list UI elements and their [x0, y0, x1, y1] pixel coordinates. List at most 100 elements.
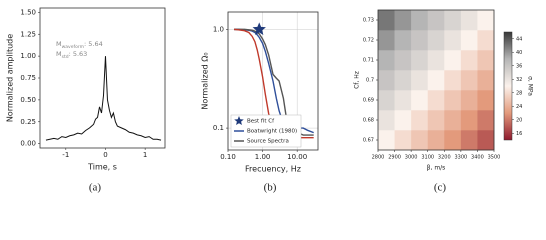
heat-cell — [427, 70, 445, 91]
heat-cell — [427, 30, 445, 51]
heat-cell — [411, 10, 429, 31]
colorbar-tick-label: 20 — [516, 117, 522, 123]
x-tick-label: 2800 — [372, 155, 385, 161]
heat-cell — [411, 130, 429, 151]
annotation-value: : 5.64 — [84, 40, 103, 48]
y-axis-label: Normalized Ω₀ — [201, 52, 210, 109]
heat-cell — [411, 70, 429, 91]
legend-label: Boatwright (1980) — [247, 129, 297, 135]
annotation-value: : 5.63 — [69, 50, 88, 58]
heat-cell — [460, 10, 478, 31]
x-tick-label: 3200 — [438, 155, 451, 161]
heat-cell — [378, 30, 395, 51]
y-tick-label: 0.25 — [20, 118, 36, 126]
heat-cell — [394, 110, 412, 131]
x-tick-label: 2900 — [388, 155, 401, 161]
heat-cell — [411, 110, 429, 131]
heat-cell — [477, 90, 495, 111]
caption: (b) — [264, 182, 277, 194]
y-tick-label: 0.72 — [363, 38, 374, 44]
y-tick-label: 0.68 — [363, 118, 374, 124]
y-tick-label: 0.50 — [20, 96, 36, 104]
heat-cell — [444, 10, 462, 31]
heat-cell — [477, 70, 495, 91]
colorbar-tick-label: 40 — [516, 50, 522, 56]
heat-cell — [427, 10, 445, 31]
heat-cell — [394, 30, 412, 51]
y-tick-label: 0.73 — [363, 18, 374, 24]
heat-cell — [477, 110, 495, 131]
heat-cell — [427, 130, 445, 151]
x-axis-label: Time, s — [87, 163, 117, 172]
heat-cell — [444, 90, 462, 111]
heat-cell — [411, 50, 429, 71]
heat-cell — [378, 90, 395, 111]
annotation: Mwaveform: 5.64 — [56, 40, 103, 50]
legend-label: Best fit Cf — [247, 119, 275, 125]
legend-star — [234, 116, 244, 126]
x-tick-label: 10.00 — [287, 153, 307, 161]
heat-cell — [378, 10, 395, 31]
x-tick-label: -1 — [62, 151, 69, 159]
heat-cell — [444, 110, 462, 131]
annotation-sub: std — [62, 54, 69, 60]
heat-cell — [460, 90, 478, 111]
y-tick-label: 0.69 — [363, 98, 374, 104]
annotation-symbol: M — [56, 50, 62, 58]
y-axis-label: Normalized amplitude — [6, 34, 15, 122]
x-tick-label: 3500 — [488, 155, 501, 161]
heat-cell — [477, 50, 495, 71]
caption: (c) — [434, 182, 447, 194]
series-line — [45, 56, 162, 141]
colorbar-tick-label: 32 — [516, 77, 522, 83]
heat-cell — [477, 10, 495, 31]
y-axis-label: Cf, Hz — [354, 71, 361, 89]
heat-cell — [427, 90, 445, 111]
y-tick-label: 0.71 — [363, 58, 374, 64]
x-tick-label: 0 — [103, 151, 107, 159]
x-tick-label: 3000 — [405, 155, 418, 161]
heat-cell — [394, 130, 412, 151]
colorbar — [503, 31, 513, 141]
heat-cell — [411, 90, 429, 111]
colorbar-tick-label: 28 — [516, 90, 522, 96]
y-tick-label: 0.7 — [366, 78, 374, 84]
figure: -1 0 10.000.250.500.751.001.251.50Mwavefor… — [6, 7, 534, 194]
heat-cell — [460, 30, 478, 51]
heat-cell — [460, 110, 478, 131]
x-tick-label: 3100 — [421, 155, 434, 161]
y-tick-label: 1.50 — [20, 8, 36, 16]
colorbar-tick-label: 16 — [516, 131, 522, 137]
heat-cell — [378, 50, 395, 71]
heat-cell — [378, 70, 395, 91]
y-tick-label: 0.75 — [20, 74, 36, 82]
legend-label: Source Spectra — [247, 139, 289, 145]
colorbar-label: σ, MPa — [527, 76, 534, 96]
heat-cell — [378, 110, 395, 131]
colorbar-tick-label: 44 — [516, 36, 522, 42]
heat-cell — [427, 50, 445, 71]
annotation-sub: waveform — [62, 44, 84, 50]
heat-cell — [427, 110, 445, 131]
heat-cell — [394, 10, 412, 31]
heat-cell — [444, 70, 462, 91]
heat-cell — [444, 130, 462, 151]
x-tick-label: 1 — [143, 151, 147, 159]
heat-cell — [394, 70, 412, 91]
y-tick-label: 0.00 — [20, 140, 36, 148]
y-tick-label: 1.25 — [20, 30, 36, 38]
best-fit-star — [252, 22, 266, 36]
heat-cell — [444, 50, 462, 71]
heat-cell — [394, 90, 412, 111]
heat-cell — [444, 30, 462, 51]
heat-cell — [477, 130, 495, 151]
x-tick-label: 1.00 — [255, 153, 271, 161]
y-tick-label: 0.1 — [213, 124, 224, 132]
caption: (a) — [89, 182, 102, 194]
y-tick-label: 1.0 — [213, 25, 224, 33]
heat-cell — [460, 130, 478, 151]
heat-cell — [477, 30, 495, 51]
x-axis-label: β, m/s — [427, 165, 446, 172]
y-tick-label: 0.67 — [363, 138, 374, 144]
plot-frame — [227, 11, 319, 151]
